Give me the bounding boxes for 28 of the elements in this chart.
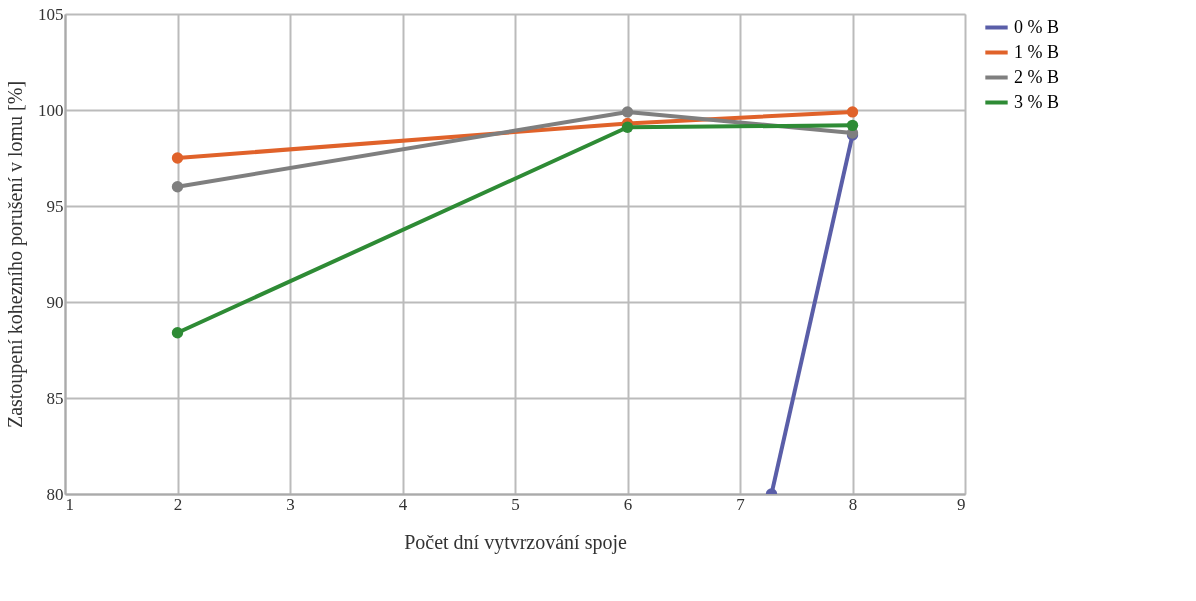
point bbox=[171, 327, 184, 339]
y-tick-label: 105 bbox=[38, 4, 64, 24]
x-tick-label: 4 bbox=[398, 494, 408, 514]
point bbox=[621, 106, 634, 118]
x-tick-label: 8 bbox=[848, 494, 858, 514]
point bbox=[846, 106, 859, 118]
y-tick-label: 90 bbox=[46, 292, 64, 312]
y-tick-label: 80 bbox=[46, 484, 64, 504]
legend-label: 1 % B bbox=[1014, 41, 1059, 62]
legend-label: 0 % B bbox=[1014, 16, 1059, 37]
x-axis-title: Počet dní vytvrzování spoje bbox=[404, 530, 627, 554]
x-tick-label: 6 bbox=[623, 494, 633, 514]
x-tick-label: 2 bbox=[173, 494, 183, 514]
y-tick-label: 95 bbox=[46, 196, 64, 216]
legend-label: 3 % B bbox=[1014, 91, 1059, 112]
point bbox=[171, 181, 184, 193]
x-tick-label: 7 bbox=[736, 494, 746, 514]
x-tick-label: 9 bbox=[957, 494, 966, 514]
point bbox=[846, 119, 859, 132]
point bbox=[171, 152, 184, 164]
legend-label: 2 % B bbox=[1014, 66, 1059, 87]
x-tick-label: 3 bbox=[286, 494, 295, 514]
y-tick-label: 100 bbox=[38, 100, 64, 120]
y-tick-label: 85 bbox=[46, 388, 64, 408]
y-axis-title: Zastoupení kohezního porušení v lomu [%] bbox=[4, 80, 27, 429]
point bbox=[621, 121, 634, 133]
x-tick-label: 5 bbox=[511, 494, 520, 514]
x-tick-label: 1 bbox=[65, 494, 74, 514]
